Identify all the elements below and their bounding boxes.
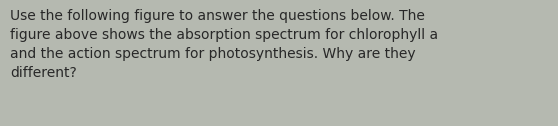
Text: Use the following figure to answer the questions below. The
figure above shows t: Use the following figure to answer the q… [10, 9, 438, 80]
